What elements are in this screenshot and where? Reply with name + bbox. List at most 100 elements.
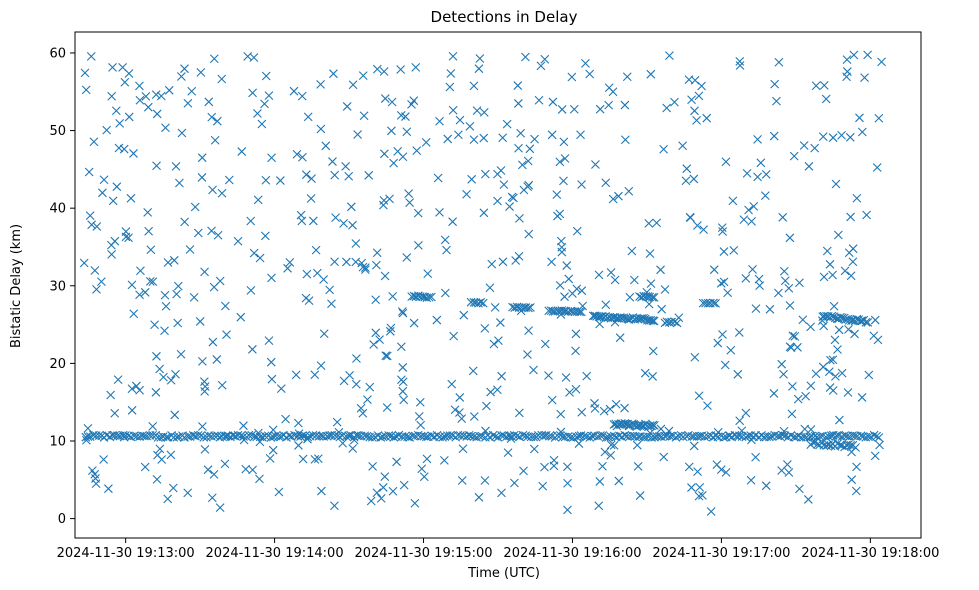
data-point-marker (381, 351, 391, 361)
data-point-marker (161, 432, 171, 442)
data-point-marker (863, 50, 872, 60)
data-point-marker (160, 326, 169, 336)
data-point-marker (367, 432, 377, 442)
data-point-marker (671, 432, 681, 442)
data-point-marker (559, 137, 569, 147)
data-point-marker (712, 460, 722, 470)
data-point-marker (834, 325, 844, 335)
data-point-marker (396, 342, 406, 352)
data-point-marker (124, 233, 133, 243)
data-point-marker (835, 415, 844, 425)
data-point-marker (846, 440, 856, 450)
data-point-marker (433, 173, 443, 183)
data-point-marker (171, 161, 181, 171)
data-point-marker (873, 335, 883, 345)
data-point-marker (403, 432, 412, 442)
data-point-marker (173, 318, 183, 328)
data-point-marker (874, 433, 884, 442)
data-point-marker (735, 416, 745, 426)
data-point-marker (321, 141, 331, 151)
data-point-marker (555, 280, 565, 290)
data-point-marker (563, 307, 573, 317)
data-point-marker (396, 375, 406, 385)
data-point-marker (808, 437, 818, 447)
data-point-marker (765, 432, 774, 442)
data-point-marker (243, 51, 253, 61)
data-point-marker (261, 71, 271, 81)
data-point-marker (392, 457, 401, 467)
data-point-marker (575, 307, 584, 317)
data-point-marker (645, 421, 655, 430)
data-point-marker (670, 97, 679, 107)
data-point-marker (821, 432, 831, 442)
data-point-marker (812, 432, 822, 442)
data-point-marker (560, 292, 569, 302)
data-point-marker (769, 131, 779, 141)
x-tick-label: 2024-11-30 19:18:00 (801, 546, 939, 561)
data-point-marker (104, 484, 113, 494)
data-point-marker (514, 251, 524, 261)
data-point-marker (148, 422, 158, 431)
data-point-marker (693, 221, 702, 230)
data-point-marker (422, 454, 432, 464)
data-point-marker (875, 440, 884, 450)
data-point-marker (521, 52, 530, 62)
data-point-marker (870, 451, 880, 461)
data-point-marker (380, 472, 390, 482)
data-point-marker (672, 318, 682, 328)
data-point-marker (207, 493, 217, 503)
data-point-marker (524, 229, 534, 239)
data-point-marker (693, 467, 702, 476)
data-point-marker (498, 257, 508, 267)
data-point-marker (779, 266, 789, 276)
data-point-marker (297, 91, 307, 101)
data-point-marker (687, 95, 696, 105)
data-point-marker (283, 263, 292, 273)
data-point-marker (861, 317, 871, 327)
data-point-marker (479, 108, 489, 117)
data-point-marker (185, 245, 195, 254)
data-point-marker (410, 498, 420, 508)
data-point-marker (156, 91, 166, 101)
data-point-marker (877, 57, 886, 67)
data-point-marker (135, 385, 145, 395)
data-point-marker (266, 357, 276, 367)
data-point-marker (525, 144, 535, 154)
data-point-marker (606, 450, 616, 460)
data-point-marker (828, 355, 838, 365)
data-point-marker (794, 431, 803, 441)
data-point-marker (684, 462, 694, 472)
data-point-marker (822, 246, 832, 256)
data-point-marker (828, 270, 837, 280)
data-point-marker (241, 464, 251, 474)
tick-layer: 2024-11-30 19:13:00 2024-11-30 19:14:00 20… (49, 46, 939, 561)
data-point-marker (472, 106, 482, 116)
data-point-marker (753, 134, 762, 144)
data-point-marker (601, 178, 611, 188)
data-point-marker (562, 261, 572, 270)
data-point-marker (197, 153, 207, 163)
data-point-marker (339, 218, 349, 228)
data-point-marker (829, 301, 839, 311)
data-point-marker (629, 275, 639, 285)
data-point-marker (233, 430, 243, 440)
data-point-marker (560, 154, 570, 163)
data-point-marker (761, 169, 771, 179)
data-point-marker (741, 408, 751, 418)
data-point-marker (457, 476, 467, 485)
data-point-marker (260, 431, 270, 441)
data-point-marker (726, 345, 736, 355)
data-point-marker (480, 324, 490, 333)
y-tick-label: 20 (49, 357, 66, 372)
data-point-marker (445, 431, 455, 441)
data-point-marker (856, 316, 865, 326)
data-point-marker (177, 128, 187, 138)
data-point-marker (798, 315, 808, 325)
data-point-marker (110, 408, 120, 418)
data-point-marker (475, 54, 485, 63)
data-point-marker (659, 452, 669, 462)
data-point-marker (544, 371, 553, 380)
data-point-marker (806, 322, 815, 332)
data-point-marker (248, 344, 257, 354)
data-point-marker (345, 371, 355, 380)
